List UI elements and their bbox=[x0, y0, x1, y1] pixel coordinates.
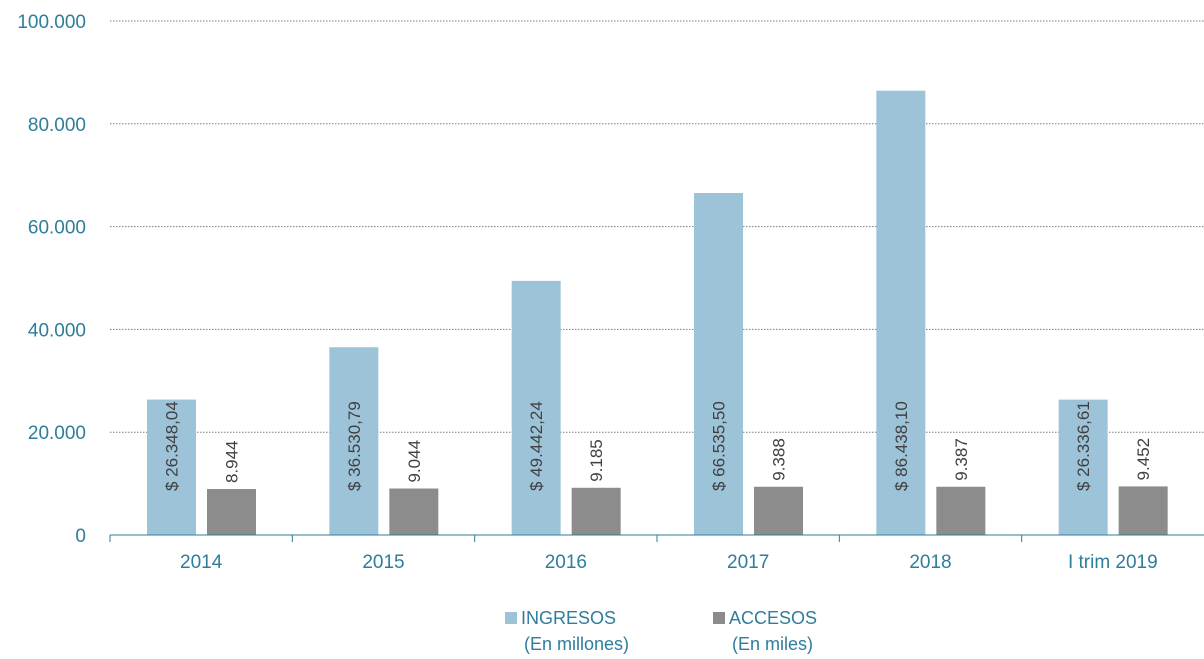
y-axis-ticks: 0 20.000 40.000 60.000 80.000 100.000 bbox=[17, 12, 86, 547]
data-label-ingresos: $ 86.438,10 bbox=[892, 401, 911, 491]
data-label-ingresos: $ 26.336,61 bbox=[1074, 401, 1093, 491]
y-tick-label: 40.000 bbox=[28, 320, 86, 341]
data-label-ingresos: $ 36.530,79 bbox=[345, 401, 364, 491]
x-tick-label: 2015 bbox=[362, 552, 404, 573]
bar-ingresos bbox=[876, 90, 926, 536]
bar-ingresos bbox=[147, 399, 196, 535]
x-axis: 2014 2015 2016 2017 2018 I trim 2019 bbox=[109, 534, 1204, 573]
legend-sublabel-accesos: (En miles) bbox=[732, 634, 813, 654]
x-tick-label: I trim 2019 bbox=[1068, 552, 1158, 573]
legend-label-ingresos: INGRESOS bbox=[521, 608, 616, 628]
legend-swatch-accesos bbox=[713, 612, 725, 624]
bar-accesos bbox=[754, 486, 803, 535]
bar-accesos bbox=[571, 487, 621, 535]
x-tick-label: 2014 bbox=[180, 552, 223, 573]
y-tick-label: 20.000 bbox=[28, 423, 86, 444]
data-label-accesos: 9.452 bbox=[1134, 438, 1153, 481]
x-tick-label: 2018 bbox=[909, 552, 951, 573]
legend-label-accesos: ACCESOS bbox=[729, 608, 817, 628]
bar-accesos bbox=[207, 489, 256, 535]
data-label-ingresos: $ 49.442,24 bbox=[527, 401, 546, 491]
bar-ingresos bbox=[694, 193, 743, 536]
data-label-ingresos: $ 66.535,50 bbox=[710, 401, 729, 491]
legend-sublabel-ingresos: (En millones) bbox=[524, 634, 629, 654]
data-label-accesos: 9.044 bbox=[405, 440, 424, 483]
bar-accesos bbox=[389, 488, 439, 535]
x-tick-label: 2017 bbox=[727, 552, 769, 573]
bar-ingresos bbox=[329, 347, 379, 535]
bar-accesos bbox=[936, 486, 986, 535]
data-label-accesos: 9.388 bbox=[770, 438, 789, 481]
y-tick-label: 100.000 bbox=[17, 12, 86, 33]
y-tick-label: 0 bbox=[75, 526, 86, 547]
data-label-accesos: 9.387 bbox=[952, 438, 971, 481]
bars bbox=[147, 90, 1168, 536]
data-label-accesos: 8.944 bbox=[223, 440, 242, 483]
legend-swatch-ingresos bbox=[505, 612, 517, 624]
bar-ingresos bbox=[511, 280, 561, 535]
data-label-ingresos: $ 26.348,04 bbox=[163, 401, 182, 491]
bar-accesos bbox=[1118, 486, 1168, 535]
gridlines bbox=[110, 20, 1204, 433]
y-tick-label: 60.000 bbox=[28, 218, 86, 239]
bar-ingresos bbox=[1058, 399, 1108, 535]
legend: INGRESOS (En millones) ACCESOS (En miles) bbox=[505, 608, 817, 654]
y-tick-label: 80.000 bbox=[28, 115, 86, 136]
x-tick-label: 2016 bbox=[545, 552, 587, 573]
data-label-accesos: 9.185 bbox=[587, 439, 606, 482]
value-labels: $ 26.348,04 8.944 $ 36.530,79 9.044 $ 49.442… bbox=[163, 401, 1154, 491]
